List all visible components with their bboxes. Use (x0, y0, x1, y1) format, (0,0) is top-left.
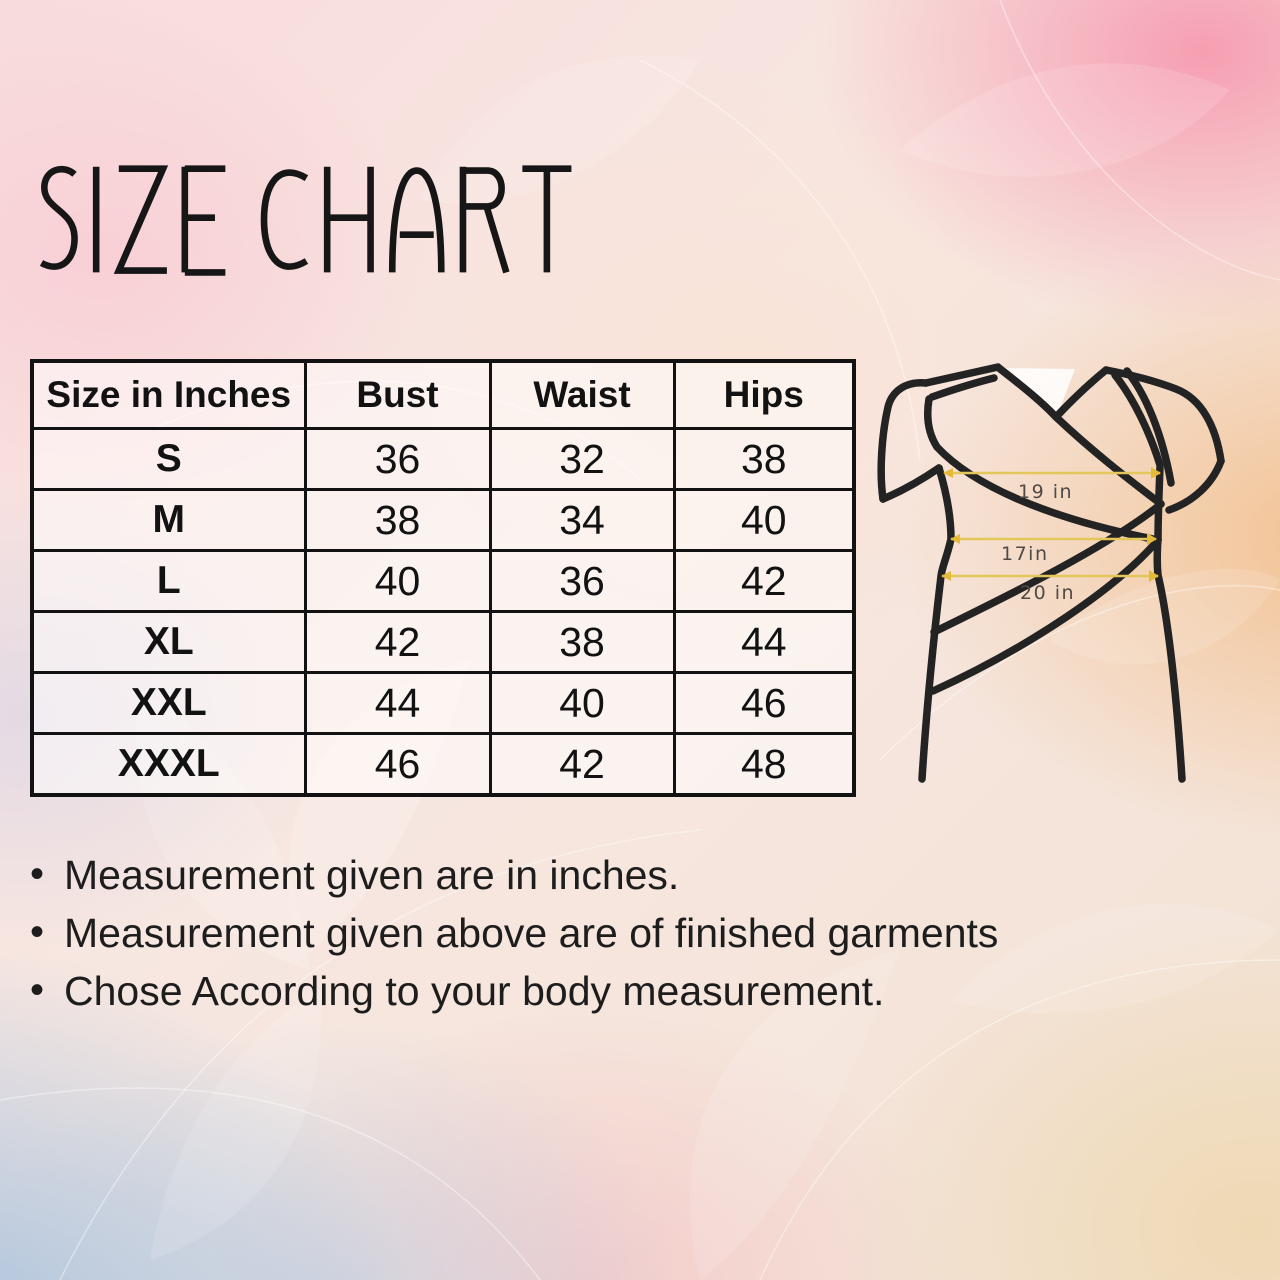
table-row: XL 42 38 44 (30, 610, 856, 674)
hips-measure-label: 20 in (1020, 582, 1075, 604)
note-text: Measurement given are in inches. (64, 852, 680, 898)
table-header-row: Size in Inches Bust Waist Hips (30, 359, 856, 430)
page-title (39, 165, 572, 276)
bullet-dot: • (30, 968, 45, 1012)
bust-cell: 44 (303, 671, 492, 735)
table-row: L 40 36 42 (30, 549, 856, 613)
waist-measure-label: 17in (1001, 543, 1049, 565)
col-header-hips: Hips (672, 359, 856, 430)
garment-outline (877, 363, 1225, 783)
size-cell: XL (30, 610, 307, 674)
size-cell: XXL (30, 671, 307, 735)
neck-inset (1003, 368, 1075, 416)
note-text: Measurement given above are of finished … (64, 910, 999, 956)
bust-cell: 46 (303, 732, 492, 797)
garment-diagram: 19 in 17in 20 in (877, 363, 1225, 783)
hips-cell: 46 (672, 671, 856, 735)
size-cell: XXXL (30, 732, 307, 797)
table-row: S 36 32 38 (30, 427, 856, 491)
hips-cell: 38 (672, 427, 856, 491)
hips-cell: 40 (672, 488, 856, 552)
table-row: M 38 34 40 (30, 488, 856, 552)
measurement-waist: 17in (950, 533, 1157, 565)
bust-cell: 42 (303, 610, 492, 674)
waist-cell: 34 (488, 488, 676, 552)
notes-list: • Measurement given are in inches. • Mea… (30, 850, 1276, 1024)
note-item: • Measurement given above are of finishe… (30, 908, 1276, 966)
hips-cell: 44 (672, 610, 856, 674)
bust-measure-label: 19 in (1018, 481, 1073, 503)
bust-cell: 36 (303, 427, 492, 491)
note-text: Chose According to your body measurement… (64, 968, 885, 1014)
note-item: • Measurement given are in inches. (30, 850, 1276, 908)
measurement-hips: 20 in (941, 570, 1159, 604)
bust-cell: 38 (303, 488, 492, 552)
size-cell: S (30, 427, 307, 491)
col-header-size: Size in Inches (30, 359, 307, 430)
waist-cell: 38 (488, 610, 676, 674)
bullet-dot: • (30, 852, 45, 896)
table-row: XXXL 46 42 48 (30, 732, 856, 797)
col-header-bust: Bust (303, 359, 492, 430)
waist-cell: 32 (488, 427, 676, 491)
waist-cell: 40 (488, 671, 676, 735)
waist-cell: 36 (488, 549, 676, 613)
hips-cell: 48 (672, 732, 856, 797)
measurement-bust: 19 in (943, 467, 1161, 503)
size-cell: M (30, 488, 307, 552)
note-item: • Chose According to your body measureme… (30, 966, 1276, 1024)
waist-cell: 42 (488, 732, 676, 797)
hips-cell: 42 (672, 549, 856, 613)
size-cell: L (30, 549, 307, 613)
col-header-waist: Waist (488, 359, 676, 430)
bust-cell: 40 (303, 549, 492, 613)
size-table: Size in Inches Bust Waist Hips S 36 32 3… (30, 359, 856, 797)
table-row: XXL 44 40 46 (30, 671, 856, 735)
title-letterforms (39, 165, 572, 276)
bullet-dot: • (30, 910, 45, 954)
